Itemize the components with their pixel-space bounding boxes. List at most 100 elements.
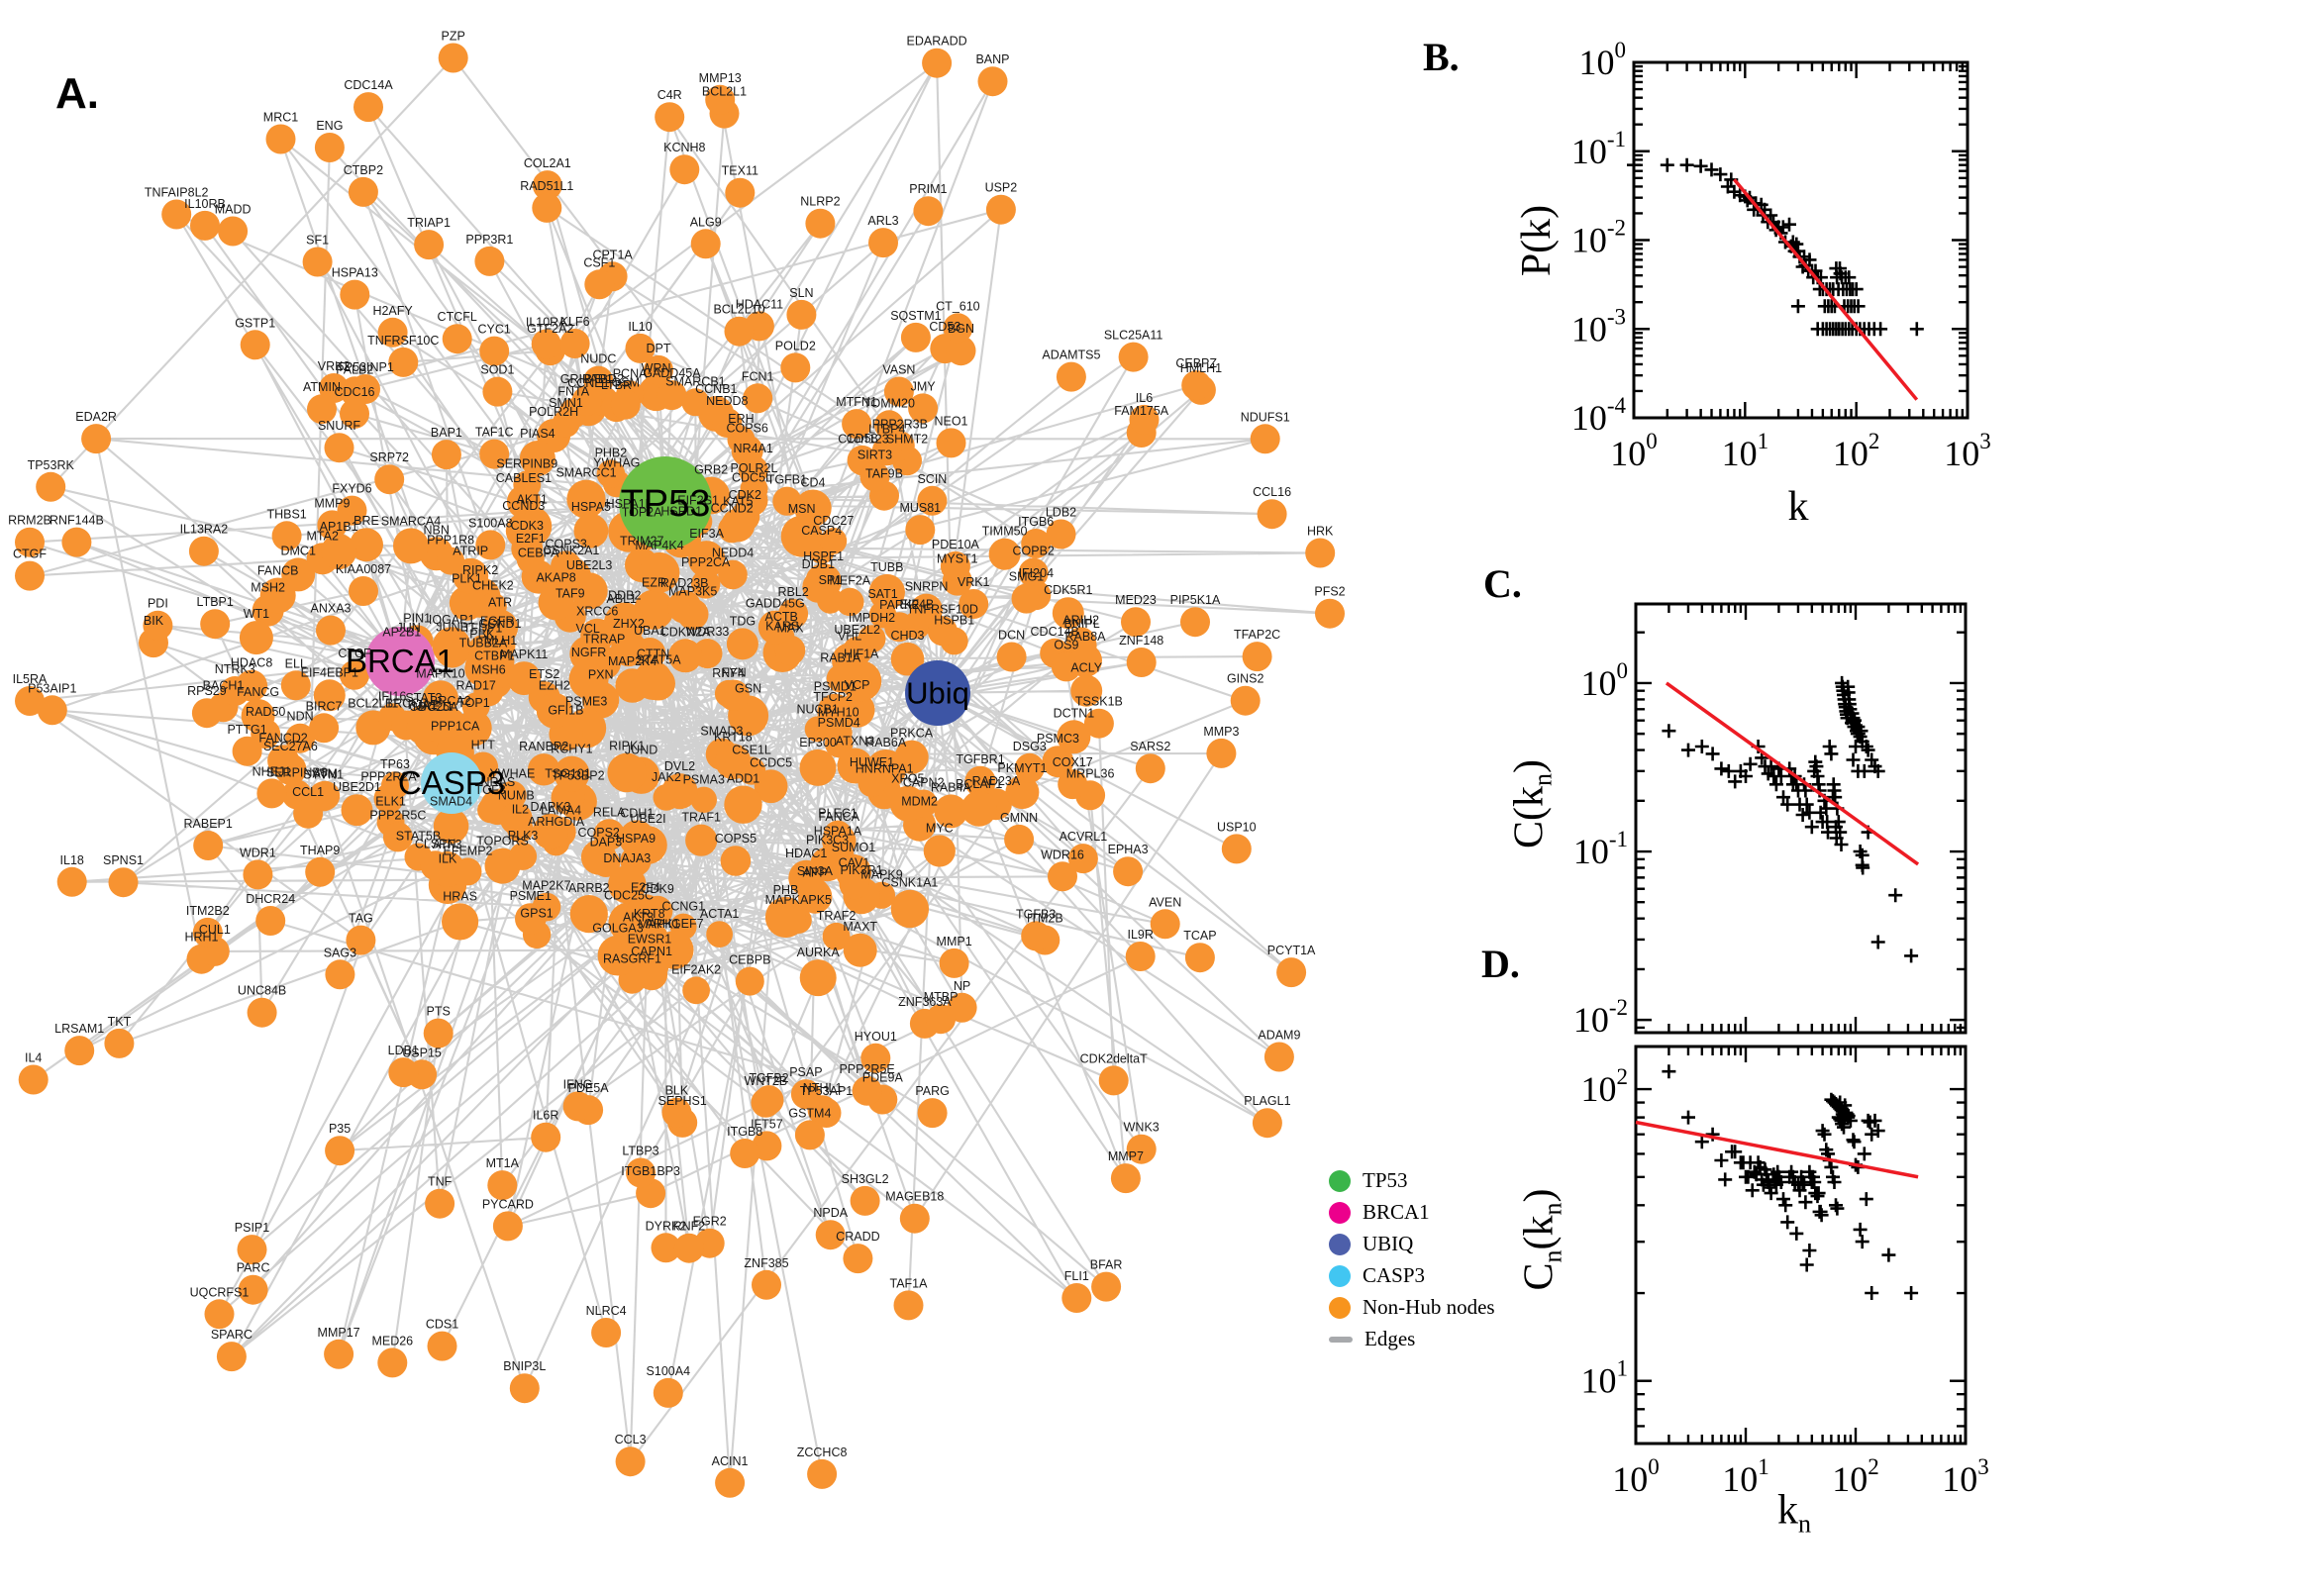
network-node [712, 408, 743, 438]
panel-a-label: A. [55, 69, 99, 118]
network-node-label: LDB2 [1046, 506, 1076, 520]
network-node [736, 484, 768, 517]
network-node-label: BNIP3L [503, 1359, 546, 1373]
network-node [377, 1347, 408, 1378]
network-node-label: YWHAG [593, 455, 640, 469]
network-node-label: PLK3 [508, 829, 539, 843]
network-node-label: NEDD4 [712, 547, 754, 560]
network-node [1276, 957, 1307, 988]
network-node-label: TOP1 [457, 696, 489, 710]
network-node [899, 1203, 930, 1234]
network-node-label: CDS1 [426, 1318, 458, 1332]
network-node-label: HTT [471, 739, 496, 752]
network-node-label: SMAD4 [430, 794, 472, 808]
network-node-label: TAF1C [475, 426, 514, 440]
network-node [302, 247, 333, 277]
network-node [611, 631, 647, 667]
network-node-label: PSAP [789, 1065, 822, 1079]
network-node [584, 269, 615, 300]
network-node-label: RAB1A [820, 650, 861, 664]
network-node-label: PKMYT1 [997, 761, 1047, 775]
network-node [532, 170, 562, 201]
network-node [442, 903, 479, 941]
network-node-label: MAPK1 [638, 918, 679, 932]
network-node-label: MSH6 [471, 662, 506, 676]
network-node [307, 394, 337, 425]
network-node-label: FAM175A [1114, 404, 1169, 418]
network-node-label: CPT1A [592, 248, 633, 261]
network-node-label: MSN [788, 502, 816, 516]
network-node-label: IL5RA [13, 672, 48, 686]
network-node-label: MAXT [843, 920, 877, 934]
hub-node-casp3 [421, 752, 482, 814]
network-node [815, 1220, 846, 1250]
plot-frame [1632, 60, 1970, 420]
network-node-label: ITGB8 [727, 1125, 762, 1139]
network-node-label: CCNG1 [661, 900, 705, 914]
network-node-label: PLAGL1 [1244, 1094, 1290, 1108]
network-node [758, 610, 792, 645]
network-node-label: E2F1 [516, 532, 546, 546]
network-node [730, 1139, 760, 1168]
network-node [1083, 708, 1114, 739]
network-node-label: RAD50 [246, 705, 285, 719]
network-node-label: BRCA2 [430, 694, 471, 708]
network-node-label: OS9 [1054, 638, 1078, 651]
network-node-label: EIF4EBP1 [301, 665, 358, 679]
network-node [568, 659, 609, 699]
network-node-label: BCL2L10 [713, 303, 764, 317]
network-node-label: PCNA [613, 366, 648, 380]
network-node-label: FANCA [818, 810, 859, 824]
network-node-label: TSSK1B [1075, 695, 1123, 709]
plot-ticks [1634, 604, 1968, 1033]
network-node-label: CEBPB [729, 953, 770, 967]
network-node-label: EDARADD [907, 35, 967, 49]
network-node [388, 347, 419, 377]
network-node [1230, 685, 1261, 716]
network-node [706, 921, 733, 948]
network-node-label: TSG101 [545, 767, 591, 781]
network-node [682, 976, 710, 1005]
network-node [843, 933, 877, 967]
network-node-label: CDC14B [1031, 625, 1079, 639]
network-node-label: SUMO1 [832, 841, 876, 854]
network-node [1005, 775, 1040, 810]
network-node-label: CCL3 [615, 1433, 647, 1446]
network-node [531, 1122, 561, 1152]
network-node-label: HRH1 [184, 931, 218, 945]
network-node-label: UQCRFS1 [190, 1285, 250, 1299]
network-node-label: SOD1 [480, 363, 514, 377]
tick-label: 103 [1942, 1454, 1989, 1499]
network-node-label: BRE [354, 514, 379, 528]
network-node-label: MMP1 [937, 935, 972, 948]
network-node [192, 917, 223, 948]
network-node-label: CD58 [847, 432, 878, 446]
network-node-label: PALB2 [336, 362, 373, 376]
network-node-label: MUS81 [899, 501, 941, 515]
plot-panel-b: 100 101 102 103 10-4 10-3 10-2 10-1 100 [1571, 38, 1991, 473]
network-node [528, 753, 560, 786]
network-node [377, 317, 408, 348]
network-node [562, 1091, 593, 1122]
network-node [374, 464, 405, 495]
network-nodes [15, 43, 1345, 1498]
network-node-label: IL9R [1127, 928, 1153, 942]
network-node-label: BGN [948, 322, 974, 336]
network-node-label: PTS [427, 1005, 451, 1019]
network-node-label: ACVRL1 [1060, 830, 1108, 844]
network-node-label: COX17 [1053, 755, 1093, 769]
network-node [1057, 720, 1091, 754]
network-node-label: ITGB6 [1018, 515, 1054, 529]
network-node [871, 436, 902, 466]
network-node-label: EP300 [799, 736, 837, 749]
network-node-label: TGFB1 [767, 473, 807, 487]
network-node-label: EIF4B [900, 597, 935, 611]
network-node [232, 736, 262, 766]
network-node [669, 154, 700, 185]
network-node [15, 560, 45, 591]
network-node-label: IL13RA2 [180, 523, 229, 537]
network-node-label: TNFRSF10C [367, 334, 439, 348]
network-node-label: CD53 [929, 320, 960, 334]
network-node-label: KRT8 [634, 907, 665, 921]
network-node [346, 925, 376, 955]
